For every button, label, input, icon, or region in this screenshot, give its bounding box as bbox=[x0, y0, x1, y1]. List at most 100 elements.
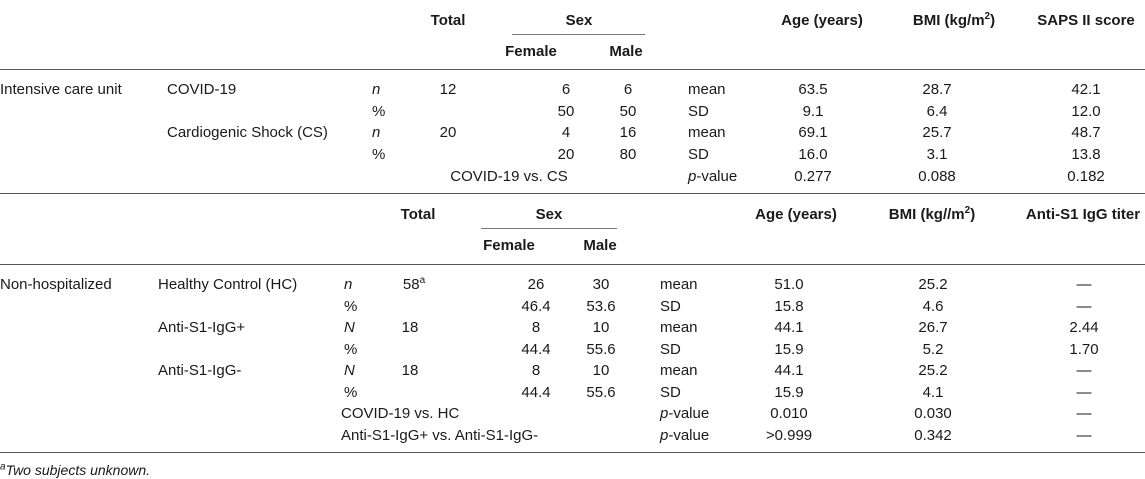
bmi-cell: 25.2 bbox=[918, 362, 948, 379]
titer-cell: 1.70 bbox=[1069, 341, 1099, 358]
header-sex: Sex bbox=[535, 206, 563, 223]
header-bmi-prefix: BMI (kg/m bbox=[912, 12, 985, 29]
female-cell: 26 bbox=[527, 276, 545, 293]
measure-label: mean bbox=[688, 81, 726, 98]
score-cell: 12.0 bbox=[1071, 103, 1101, 120]
comparison-measure: p-value bbox=[660, 405, 709, 423]
stat-label: % bbox=[344, 298, 358, 315]
total-cell: 20 bbox=[439, 124, 457, 141]
total-cell-with-footnote: 58a bbox=[403, 276, 425, 294]
total-value: 58 bbox=[402, 276, 420, 293]
footnote-marker: a bbox=[0, 461, 6, 473]
age-cell: 63.5 bbox=[798, 81, 828, 98]
female-cell: 50 bbox=[557, 103, 575, 120]
header-age: Age (years) bbox=[781, 12, 863, 29]
male-cell: 50 bbox=[619, 103, 637, 120]
header-bmi-superscript: 2 bbox=[964, 205, 971, 216]
stat-label: n bbox=[372, 81, 381, 98]
table2-bottom-rule bbox=[0, 452, 1145, 453]
measure-label: SD bbox=[660, 298, 681, 315]
comparison-measure-rest: -value bbox=[668, 427, 710, 444]
comparison-age: 0.010 bbox=[770, 405, 808, 422]
measure-label: SD bbox=[688, 103, 709, 120]
female-cell: 20 bbox=[557, 146, 575, 163]
total-cell: 18 bbox=[401, 362, 419, 379]
comparison-measure-rest: -value bbox=[696, 168, 738, 185]
measure-label: mean bbox=[688, 124, 726, 141]
footnote: aTwo subjects unknown. bbox=[0, 461, 150, 479]
header-bmi-superscript: 2 bbox=[984, 11, 991, 22]
score-cell: 48.7 bbox=[1071, 124, 1101, 141]
score-cell: 42.1 bbox=[1071, 81, 1101, 98]
header-bmi-prefix: BMI (kg//m bbox=[888, 206, 965, 223]
comparison-bmi: 0.088 bbox=[918, 168, 956, 185]
measure-label: mean bbox=[660, 362, 698, 379]
group-label: Healthy Control (HC) bbox=[158, 276, 298, 293]
male-cell: 80 bbox=[619, 146, 637, 163]
measure-label: mean bbox=[660, 276, 698, 293]
titer-cell: — bbox=[1076, 276, 1092, 293]
header-total: Total bbox=[430, 12, 466, 29]
total-cell: 12 bbox=[439, 81, 457, 98]
header-bmi-suffix: ) bbox=[970, 206, 976, 223]
female-cell: 8 bbox=[531, 362, 541, 379]
comparison-measure-p: p bbox=[688, 168, 697, 185]
female-cell: 6 bbox=[561, 81, 571, 98]
stat-label: % bbox=[372, 103, 386, 120]
age-cell: 51.0 bbox=[774, 276, 804, 293]
bmi-cell: 5.2 bbox=[922, 341, 944, 358]
bmi-cell: 4.1 bbox=[922, 384, 944, 401]
titer-cell: — bbox=[1076, 298, 1092, 315]
age-cell: 44.1 bbox=[774, 362, 804, 379]
female-cell: 44.4 bbox=[521, 384, 551, 401]
comparison-age: 0.277 bbox=[794, 168, 832, 185]
header-male: Male bbox=[583, 237, 617, 254]
comparison-age: >0.999 bbox=[765, 427, 813, 444]
sex-header-underline bbox=[481, 228, 617, 229]
header-male: Male bbox=[609, 43, 643, 60]
header-total: Total bbox=[400, 206, 436, 223]
age-cell: 16.0 bbox=[798, 146, 828, 163]
section-label: Intensive care unit bbox=[0, 81, 122, 98]
measure-label: SD bbox=[688, 146, 709, 163]
female-cell: 44.4 bbox=[521, 341, 551, 358]
titer-cell: 2.44 bbox=[1069, 319, 1099, 336]
age-cell: 15.8 bbox=[774, 298, 804, 315]
titer-cell: — bbox=[1076, 384, 1092, 401]
group-label: Anti-S1-IgG- bbox=[158, 362, 242, 379]
age-cell: 69.1 bbox=[798, 124, 828, 141]
bmi-cell: 26.7 bbox=[918, 319, 948, 336]
comparison-label: COVID-19 vs. HC bbox=[341, 405, 460, 422]
header-rule-1 bbox=[0, 69, 1145, 70]
bmi-cell: 25.2 bbox=[918, 276, 948, 293]
bmi-cell: 28.7 bbox=[922, 81, 952, 98]
group-label: Cardiogenic Shock (CS) bbox=[167, 124, 328, 141]
female-cell: 46.4 bbox=[521, 298, 551, 315]
titer-cell: — bbox=[1076, 362, 1092, 379]
male-cell: 53.6 bbox=[586, 298, 616, 315]
female-cell: 8 bbox=[531, 319, 541, 336]
male-cell: 10 bbox=[592, 362, 610, 379]
header-bmi: BMI (kg//m2) bbox=[889, 206, 975, 224]
header-rule-2 bbox=[0, 264, 1145, 265]
header-age: Age (years) bbox=[755, 206, 837, 223]
measure-label: SD bbox=[660, 341, 681, 358]
bmi-cell: 6.4 bbox=[926, 103, 948, 120]
header-bmi: BMI (kg/m2) bbox=[913, 12, 995, 30]
female-cell: 4 bbox=[561, 124, 571, 141]
score-cell: 13.8 bbox=[1071, 146, 1101, 163]
footnote-text: Two subjects unknown. bbox=[5, 462, 151, 478]
comparison-bmi: 0.342 bbox=[914, 427, 952, 444]
comparison-titer: — bbox=[1076, 427, 1092, 444]
section-label: Non-hospitalized bbox=[0, 276, 112, 293]
comparison-measure: p-value bbox=[660, 427, 709, 445]
sex-header-underline bbox=[512, 34, 645, 35]
stat-label: % bbox=[372, 146, 386, 163]
bmi-cell: 25.7 bbox=[922, 124, 952, 141]
comparison-label: Anti-S1-IgG+ vs. Anti-S1-IgG- bbox=[341, 427, 539, 444]
total-cell: 18 bbox=[401, 319, 419, 336]
header-sex: Sex bbox=[565, 12, 593, 29]
comparison-measure-rest: -value bbox=[668, 405, 710, 422]
comparison-measure-p: p bbox=[660, 427, 669, 444]
comparison-measure: p-value bbox=[688, 168, 737, 186]
